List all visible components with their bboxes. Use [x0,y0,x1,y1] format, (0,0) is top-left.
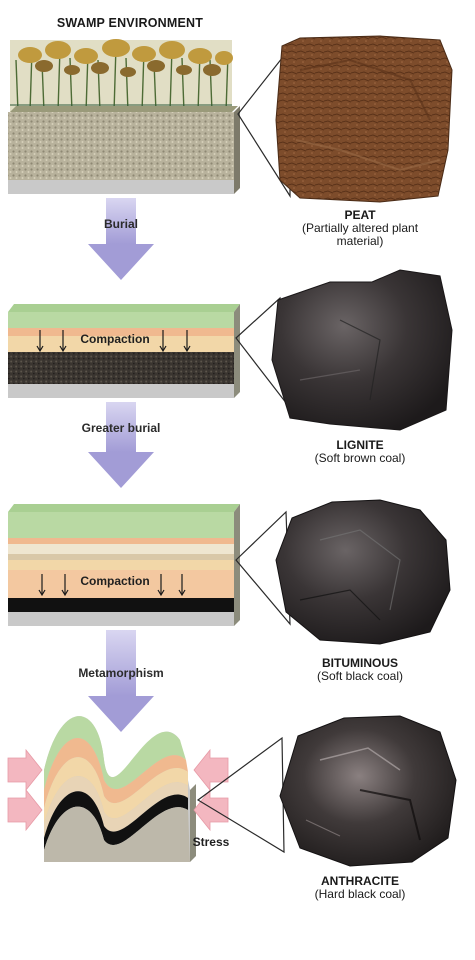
stress-label: Stress [192,835,230,849]
peat-description: (Partially altered plant material) [301,221,419,248]
peat-name: PEAT [344,208,376,222]
lignite-sample [271,269,453,431]
process-arrows [88,198,154,732]
stress-arrows [7,748,229,832]
process-label-metamorphism: Metamorphism [78,666,164,680]
lignite-block [8,304,240,398]
folded-block [7,716,229,862]
compaction-label-2: Compaction [80,574,150,588]
anthracite-layer [44,791,188,850]
burial-arrow [88,198,154,280]
compaction-label-1: Compaction [80,332,150,346]
bituminous-caption: BITUMINOUS (Soft black coal) [290,656,430,683]
compaction-arrows-2 [38,574,186,597]
greater-burial-arrow [88,402,154,488]
bituminous-block [8,504,240,626]
peat-caption: PEAT (Partially altered plant material) [290,208,430,248]
swamp-sediment-layer [8,112,234,180]
anthracite-name: ANTHRACITE [321,874,399,888]
diagram-title: SWAMP ENVIRONMENT [56,16,204,30]
metamorphism-arrow [88,630,154,732]
bituminous-sample [275,499,451,645]
lignite-layer [8,352,234,384]
bituminous-layer [8,598,234,612]
process-label-burial: Burial [103,217,138,231]
bituminous-name: BITUMINOUS [322,656,398,670]
peat-sample [275,35,453,203]
process-label-greater-burial: Greater burial [81,421,161,435]
swamp-block [8,39,240,194]
anthracite-caption: ANTHRACITE (Hard black coal) [290,874,430,901]
lignite-caption: LIGNITE (Soft brown coal) [290,438,430,465]
lignite-description: (Soft brown coal) [314,451,406,465]
anthracite-description: (Hard black coal) [314,887,406,901]
compaction-arrows-1 [36,330,191,353]
bituminous-description: (Soft black coal) [316,669,404,683]
swamp-vegetation [10,39,233,113]
lignite-name: LIGNITE [336,438,384,452]
anthracite-sample [279,715,457,867]
